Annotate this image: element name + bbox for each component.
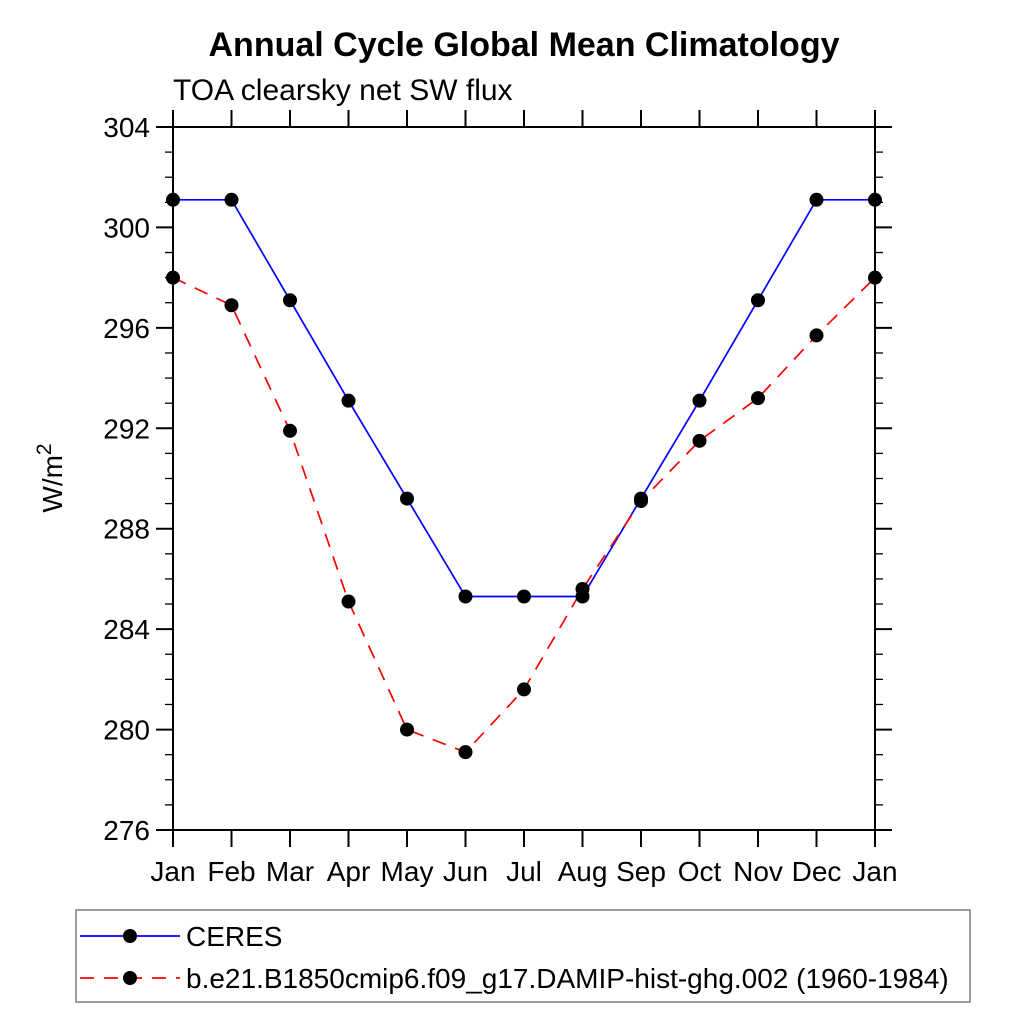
x-tick-label: Mar bbox=[266, 856, 314, 887]
data-point bbox=[517, 682, 531, 697]
y-axis-label-base: W/m bbox=[37, 455, 68, 513]
y-tick-label: 280 bbox=[103, 715, 150, 746]
data-point bbox=[283, 423, 297, 438]
x-tick-label: Jan bbox=[150, 856, 195, 887]
data-point bbox=[400, 491, 414, 506]
data-point bbox=[692, 433, 707, 448]
x-tick-label: May bbox=[381, 856, 434, 887]
y-tick-label: 284 bbox=[103, 614, 150, 645]
x-tick-label: Apr bbox=[327, 856, 371, 887]
data-point bbox=[809, 328, 824, 343]
data-point bbox=[341, 594, 356, 609]
legend-label-model: b.e21.B1850cmip6.f09_g17.DAMIP-hist-ghg.… bbox=[186, 963, 949, 994]
x-tick-label: Sep bbox=[616, 856, 666, 887]
data-point bbox=[809, 192, 824, 207]
legend-marker-model bbox=[123, 971, 137, 985]
legend-label-ceres: CERES bbox=[186, 921, 282, 952]
data-point bbox=[517, 589, 531, 604]
x-tick-label: Jul bbox=[506, 856, 542, 887]
legend-box bbox=[75, 909, 971, 1003]
data-point bbox=[341, 393, 356, 408]
plot-frame bbox=[172, 126, 876, 831]
data-point bbox=[224, 298, 239, 313]
data-point bbox=[283, 293, 297, 308]
x-tick-label: Aug bbox=[558, 856, 608, 887]
x-tick-label: Dec bbox=[792, 856, 842, 887]
data-point bbox=[575, 581, 590, 596]
y-tick-label: 292 bbox=[103, 413, 150, 444]
series-lines bbox=[172, 198, 876, 754]
data-point bbox=[458, 745, 473, 760]
y-axis-label: W/m2 bbox=[33, 443, 68, 512]
y-axis-label-exponent: 2 bbox=[33, 443, 56, 455]
x-tick-label: Feb bbox=[207, 856, 255, 887]
data-point bbox=[224, 192, 239, 207]
data-point bbox=[751, 391, 765, 406]
series-line-1 bbox=[172, 276, 876, 754]
data-point bbox=[751, 293, 765, 308]
y-tick-label: 304 bbox=[103, 112, 150, 143]
legend: CERES b.e21.B1850cmip6.f09_g17.DAMIP-his… bbox=[75, 909, 971, 1003]
series-markers bbox=[166, 192, 882, 760]
axis-ticks bbox=[156, 110, 892, 847]
x-tick-label: Nov bbox=[733, 856, 783, 887]
y-tick-label: 288 bbox=[103, 514, 150, 545]
x-tick-label: Jun bbox=[443, 856, 488, 887]
series-line-0 bbox=[173, 198, 875, 598]
data-point bbox=[400, 722, 414, 737]
data-point bbox=[692, 393, 707, 408]
x-tick-label: Oct bbox=[678, 856, 722, 887]
y-tick-label: 276 bbox=[103, 815, 150, 846]
plot-area: 276 280 284 288 292 296 300 304 Jan Feb Mar Apr May… bbox=[103, 110, 898, 887]
data-point bbox=[634, 494, 648, 509]
y-tick-label: 300 bbox=[103, 212, 150, 243]
data-point bbox=[458, 589, 473, 604]
y-tick-label: 296 bbox=[103, 313, 150, 344]
legend-marker-ceres bbox=[123, 929, 137, 943]
x-tick-labels: Jan Feb Mar Apr May Jun Jul Aug Sep Oct Nov Dec Jan bbox=[150, 856, 897, 887]
x-tick-label: Jan bbox=[852, 856, 897, 887]
y-tick-labels: 276 280 284 288 292 296 300 304 bbox=[103, 112, 150, 846]
chart-title: Annual Cycle Global Mean Climatology bbox=[209, 26, 840, 64]
chart-subtitle: TOA clearsky net SW flux bbox=[173, 74, 513, 107]
